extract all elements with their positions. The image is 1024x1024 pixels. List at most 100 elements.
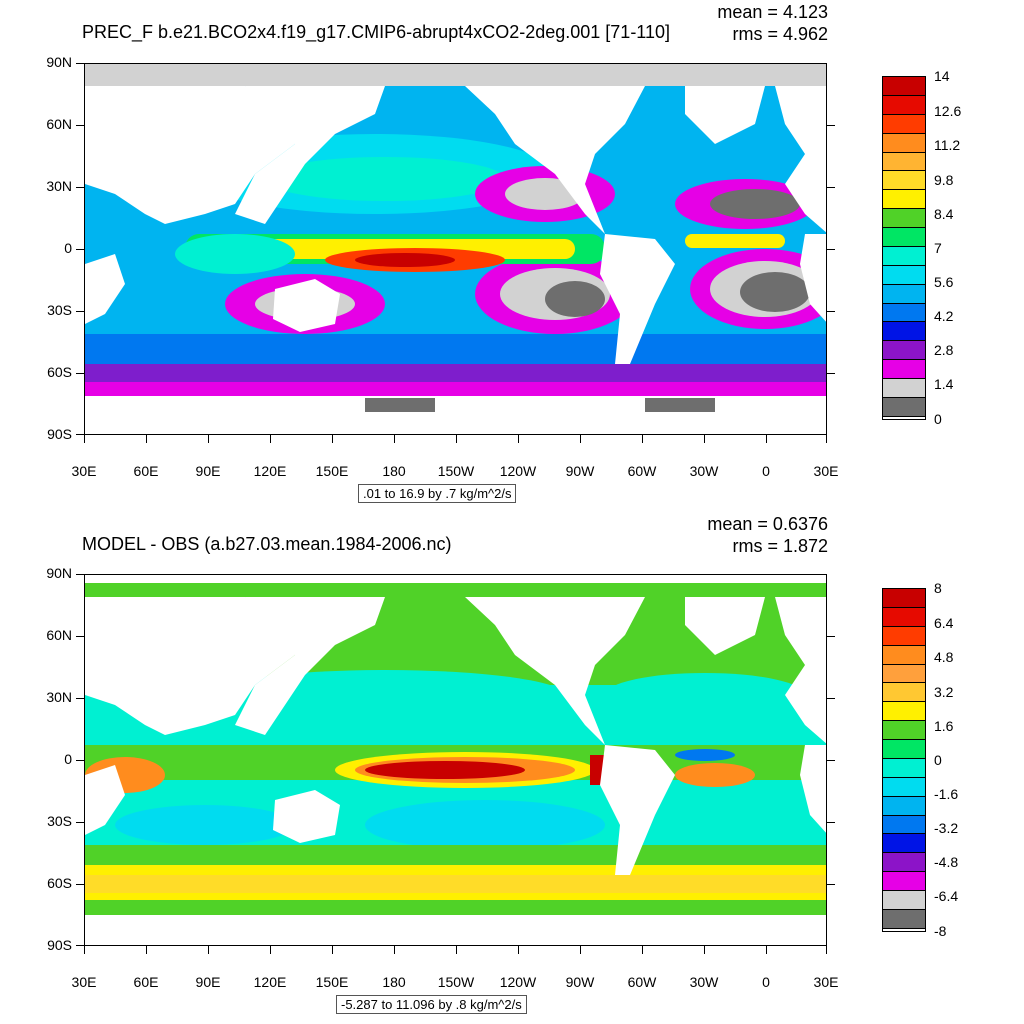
lon-tick	[580, 435, 581, 443]
bottom-map-canvas	[85, 575, 826, 945]
colorbar-segment	[883, 95, 925, 115]
lon-tick	[826, 946, 827, 954]
bottom-colorbar-label: 6.4	[934, 615, 954, 631]
lat-tick	[827, 760, 835, 761]
lon-tick	[394, 435, 395, 443]
top-lat-label: 60S	[47, 364, 72, 380]
top-map-canvas	[85, 64, 826, 434]
bottom-lon-label: 90W	[565, 974, 595, 990]
lon-tick	[270, 946, 271, 954]
lat-tick	[76, 373, 84, 374]
bottom-lon-label: 30E	[71, 974, 97, 990]
lon-tick	[704, 946, 705, 954]
colorbar-segment	[883, 645, 925, 665]
lon-tick	[84, 946, 85, 954]
colorbar-segment	[883, 322, 925, 342]
lat-tick	[76, 884, 84, 885]
top-lon-label: 120E	[253, 463, 287, 479]
lat-tick	[76, 574, 84, 575]
bottom-rms-text: rms = 1.872	[732, 536, 828, 556]
top-lon-label: 90E	[195, 463, 221, 479]
top-lon-label: 30E	[71, 463, 97, 479]
colorbar-segment	[883, 834, 925, 854]
bottom-colorbar-label: -3.2	[934, 820, 959, 836]
lat-tick	[827, 249, 835, 250]
top-lon-label: 30W	[689, 463, 719, 479]
lat-tick	[827, 373, 835, 374]
top-colorbar-label: 2.8	[934, 342, 954, 358]
colorbar-segment	[883, 152, 925, 172]
top-colorbar-label: 8.4	[934, 206, 954, 222]
bottom-map-panel: MODEL - OBS (a.b27.03.mean.1984-2006.nc)…	[0, 512, 1024, 1024]
lat-tick	[827, 311, 835, 312]
lat-tick	[827, 822, 835, 823]
lon-tick	[642, 435, 643, 443]
lat-tick	[76, 125, 84, 126]
lon-tick	[208, 435, 209, 443]
bottom-lon-label: 30E	[813, 974, 839, 990]
bottom-colorbar-label: -8	[934, 923, 947, 939]
colorbar-segment	[883, 758, 925, 778]
colorbar-segment	[883, 190, 925, 210]
colorbar-segment	[883, 209, 925, 228]
top-colorbar-label: 1.4	[934, 376, 954, 392]
bottom-map-title: MODEL - OBS (a.b27.03.mean.1984-2006.nc)	[82, 534, 452, 554]
lon-tick	[456, 946, 457, 954]
bottom-colorbar-label: 8	[934, 580, 942, 596]
colorbar-segment	[883, 589, 925, 608]
top-colorbar-label: 5.6	[934, 274, 954, 290]
colorbar-segment	[883, 77, 925, 96]
colorbar-segment	[883, 228, 925, 247]
colorbar-segment	[883, 796, 925, 816]
colorbar-segment	[883, 360, 925, 379]
bottom-colorbar	[882, 588, 926, 932]
bottom-lon-label: 60E	[133, 974, 159, 990]
colorbar-segment	[883, 626, 925, 646]
top-lon-label: 180	[382, 463, 406, 479]
lat-tick	[827, 125, 835, 126]
bottom-lat-label: 90S	[47, 937, 72, 953]
colorbar-segment	[883, 341, 925, 361]
colorbar-segment	[883, 265, 925, 285]
lat-tick	[76, 187, 84, 188]
lon-tick	[642, 946, 643, 954]
lon-tick	[518, 946, 519, 954]
lat-tick	[827, 187, 835, 188]
top-colorbar-label: 14	[934, 68, 950, 84]
top-lat-label: 30S	[47, 302, 72, 318]
bottom-range-box: -5.287 to 11.096 by .8 kg/m^2/s	[336, 995, 527, 1014]
top-precip-map	[84, 63, 827, 435]
lon-tick	[580, 946, 581, 954]
colorbar-segment	[883, 909, 925, 929]
lat-tick	[76, 311, 84, 312]
colorbar-segment	[883, 171, 925, 191]
lat-tick	[827, 884, 835, 885]
top-lon-label: 90W	[565, 463, 595, 479]
colorbar-segment	[883, 284, 925, 304]
bottom-colorbar-label: -6.4	[934, 888, 959, 904]
lat-tick	[827, 636, 835, 637]
top-lat-label: 30N	[46, 178, 72, 194]
colorbar-segment	[883, 379, 925, 398]
lon-tick	[332, 435, 333, 443]
top-colorbar-label: 9.8	[934, 172, 954, 188]
lat-tick	[76, 945, 84, 946]
colorbar-segment	[883, 397, 925, 417]
top-lon-label: 150E	[315, 463, 349, 479]
top-mean-text: mean = 4.123	[717, 2, 828, 22]
bottom-lat-label: 30S	[47, 813, 72, 829]
lat-tick	[76, 434, 84, 435]
colorbar-segment	[883, 702, 925, 722]
top-lon-label: 0	[762, 463, 770, 479]
bottom-colorbar-label: 0	[934, 752, 942, 768]
colorbar-segment	[883, 777, 925, 797]
lat-tick	[76, 822, 84, 823]
top-colorbar-label: 11.2	[934, 137, 961, 153]
bottom-mean-text: mean = 0.6376	[707, 514, 828, 534]
top-range-box: .01 to 16.9 by .7 kg/m^2/s	[358, 484, 517, 503]
top-lat-label: 90S	[47, 426, 72, 442]
bottom-lon-label: 60W	[627, 974, 657, 990]
colorbar-segment	[883, 740, 925, 759]
lon-tick	[208, 946, 209, 954]
bottom-colorbar-label: -4.8	[934, 854, 959, 870]
